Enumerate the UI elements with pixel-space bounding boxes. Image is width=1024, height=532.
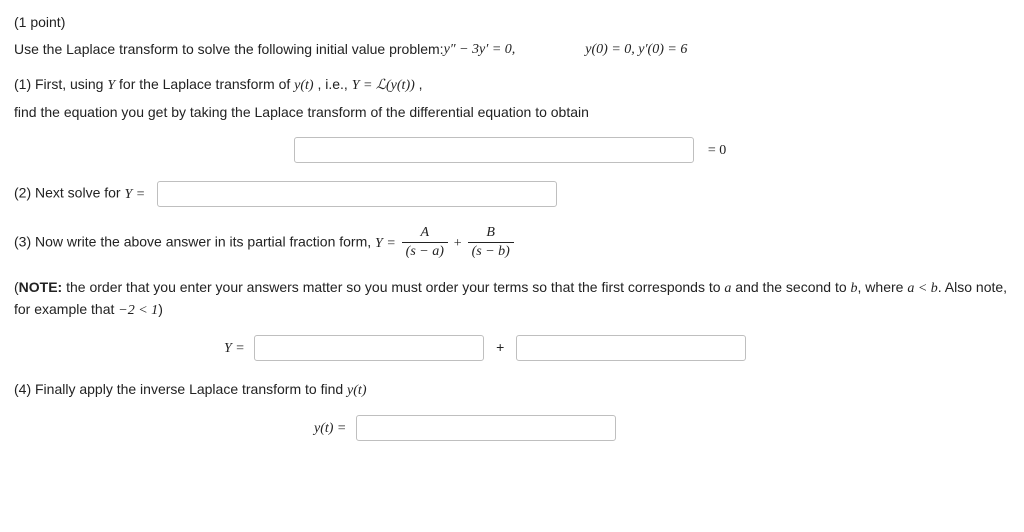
yt-input[interactable] xyxy=(356,415,616,441)
initial-conditions: y(0) = 0, y′(0) = 6 xyxy=(585,39,687,60)
equation-input-row: = 0 xyxy=(14,137,1010,163)
part2-line: (2) Next solve for Y = xyxy=(14,181,1010,207)
note-ineq1: a < b xyxy=(907,281,937,296)
frac1-den: (s − a) xyxy=(402,243,448,261)
solve-Y-input[interactable] xyxy=(157,181,557,207)
part2-Yeq: Y = xyxy=(124,187,145,202)
prompt-line: Use the Laplace transform to solve the f… xyxy=(14,39,1010,60)
part1-text-b: for the Laplace transform of xyxy=(119,76,294,92)
part1-yt: y(t) xyxy=(294,78,313,93)
part1-line2: find the equation you get by taking the … xyxy=(14,102,1010,123)
frac1-num: A xyxy=(402,225,448,243)
note-b-var: b xyxy=(851,281,858,296)
note-ineq2: −2 < 1 xyxy=(118,303,158,318)
part1-line1: (1) First, using Y for the Laplace trans… xyxy=(14,74,1010,96)
part2-text: (2) Next solve for xyxy=(14,185,124,201)
note-bold: NOTE: xyxy=(19,279,63,295)
yt-equals-label: y(t) = xyxy=(314,421,350,436)
part4-line: (4) Finally apply the inverse Laplace tr… xyxy=(14,379,1010,401)
part4-text: (4) Finally apply the inverse Laplace tr… xyxy=(14,381,347,397)
partial-fraction-input-1[interactable] xyxy=(254,335,484,361)
note-line: (NOTE: the order that you enter your ans… xyxy=(14,277,1010,321)
partial-fraction-input-row: Y = + xyxy=(14,335,1010,361)
part1-text-d: , xyxy=(419,76,423,92)
partial-fraction-input-2[interactable] xyxy=(516,335,746,361)
laplace-equation-input[interactable] xyxy=(294,137,694,163)
part3-Yeq: Y = xyxy=(375,233,396,254)
frac2-den: (s − b) xyxy=(468,243,514,261)
points-label: (1 point) xyxy=(14,12,1010,33)
note-paren-close: ) xyxy=(158,301,163,317)
part1-text-c: , i.e., xyxy=(317,76,351,92)
plus-between-fracs: + xyxy=(454,233,462,254)
note-b: the order that you enter your answers ma… xyxy=(62,279,724,295)
frac2-num: B xyxy=(468,225,514,243)
plus-sign: + xyxy=(496,339,504,355)
Y-equals-label: Y = xyxy=(224,341,248,356)
ode-equation: y″ − 3y′ = 0, xyxy=(444,39,516,60)
part3-line: (3) Now write the above answer in its pa… xyxy=(14,225,1010,261)
fraction-B: B (s − b) xyxy=(468,225,514,261)
part1-eq: Y = ℒ(y(t)) xyxy=(352,78,415,93)
part1-Y: Y xyxy=(107,78,115,93)
part1-text-a: (1) First, using xyxy=(14,76,107,92)
part3-text: (3) Now write the above answer in its pa… xyxy=(14,234,375,250)
yt-input-row: y(t) = xyxy=(14,415,1010,441)
note-c: and the second to xyxy=(731,279,850,295)
fraction-A: A (s − a) xyxy=(402,225,448,261)
note-d: , where xyxy=(858,279,908,295)
part4-yt: y(t) xyxy=(347,383,366,398)
prompt-lead: Use the Laplace transform to solve the f… xyxy=(14,39,444,60)
equals-zero: = 0 xyxy=(708,143,726,158)
